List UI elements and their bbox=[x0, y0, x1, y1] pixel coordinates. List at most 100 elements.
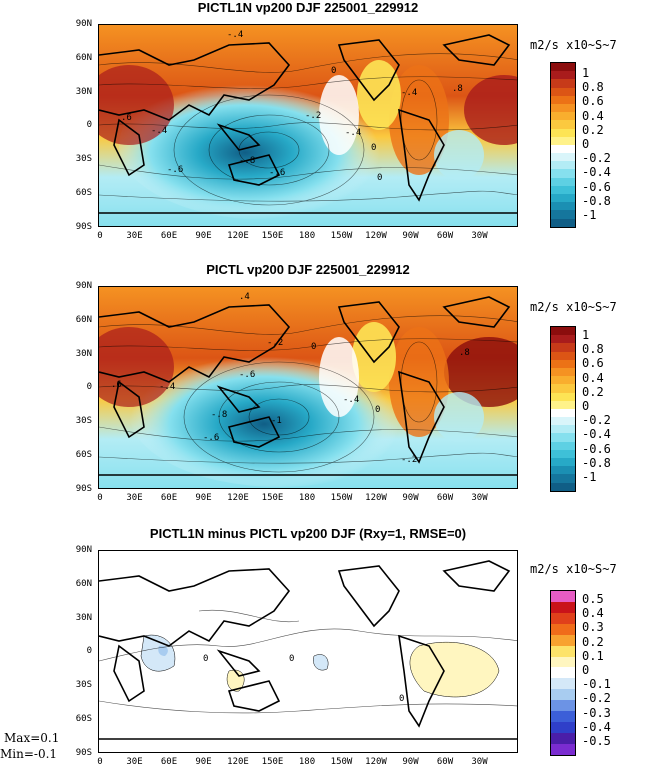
longitude-tick-label: 150E bbox=[261, 231, 284, 241]
longitude-tick-label: 120E bbox=[227, 493, 249, 503]
colorbar bbox=[550, 326, 576, 492]
colorbar-segment bbox=[551, 384, 575, 393]
latitude-tick-label: 90N bbox=[75, 19, 92, 29]
units-label: m2/s x10~S~7 bbox=[530, 38, 617, 52]
longitude-tick-label: 30E bbox=[126, 493, 143, 503]
colorbar-segment bbox=[551, 343, 575, 352]
longitude-tick-label: 60E bbox=[160, 231, 178, 241]
contour-label: -.2 bbox=[305, 111, 321, 121]
colorbar-segment bbox=[551, 732, 575, 744]
longitude-tick-label: 30W bbox=[471, 231, 488, 241]
longitude-tick-label: 120E bbox=[227, 757, 249, 767]
latitude-tick-label: 60S bbox=[75, 450, 92, 460]
colorbar-tick-label: -0.4 bbox=[582, 165, 611, 180]
colorbar-tick-label: 0 bbox=[582, 399, 590, 413]
colorbar-tick-label: 0.6 bbox=[582, 356, 604, 371]
colorbar-segment bbox=[551, 79, 575, 88]
longitude-tick-label: 150W bbox=[330, 757, 353, 767]
latitude-tick-label: 30S bbox=[75, 154, 92, 165]
colorbar-tick-label: 0.8 bbox=[582, 80, 604, 95]
contour-label: -.6 bbox=[203, 433, 219, 443]
colorbar-tick-label: -1 bbox=[582, 208, 597, 222]
colorbar-segment bbox=[551, 711, 575, 723]
longitude-tick-label: 90E bbox=[195, 757, 212, 767]
longitude-tick-label: 180 bbox=[298, 757, 316, 767]
latitude-tick-label: 30N bbox=[75, 86, 92, 97]
colorbar-segment bbox=[551, 327, 575, 336]
longitude-tick-label: 150W bbox=[330, 231, 353, 241]
colorbar-tick-label: -0.6 bbox=[582, 179, 611, 194]
contour-label: .8 bbox=[452, 84, 463, 94]
colorbar-tick-label: -1 bbox=[582, 470, 597, 484]
contour-label: 0 bbox=[289, 654, 294, 664]
units-label: m2/s x10~S~7 bbox=[530, 300, 617, 314]
contour-label: -1 bbox=[271, 416, 282, 426]
longitude-tick-label: 120E bbox=[227, 231, 249, 241]
colorbar-tick-label: 0.8 bbox=[582, 342, 604, 357]
colorbar-segment bbox=[551, 689, 575, 701]
colorbar bbox=[550, 62, 576, 228]
contour-label: .4 bbox=[239, 292, 250, 302]
panel-title: PICTL1N minus PICTL vp200 DJF (Rxy=1, RM… bbox=[149, 526, 467, 541]
colorbar-segment bbox=[551, 128, 575, 137]
latitude-tick-label: 90S bbox=[75, 747, 92, 758]
contour-label: -.2 bbox=[267, 338, 283, 348]
contour-label: -.6 bbox=[239, 370, 255, 380]
colorbar-tick-label: 0.2 bbox=[582, 634, 604, 649]
colorbar bbox=[550, 590, 576, 756]
contour-label: .6 bbox=[111, 380, 122, 390]
colorbar-segment bbox=[551, 700, 575, 712]
contour-label: -.4 bbox=[401, 88, 417, 98]
colorbar-tick-label: 0.4 bbox=[582, 370, 604, 385]
latitude-tick-label: 90S bbox=[75, 221, 92, 232]
longitude-tick-label: 150E bbox=[261, 757, 284, 767]
longitude-tick-label: 0 bbox=[97, 757, 103, 767]
colorbar-segment bbox=[551, 466, 575, 475]
colorbar-tick-label: 1 bbox=[582, 328, 590, 342]
contour-label: .6 bbox=[121, 113, 132, 123]
latitude-tick-label: 0 bbox=[86, 382, 92, 393]
colorbar-segment bbox=[551, 623, 575, 635]
longitude-tick-label: 60E bbox=[160, 493, 178, 503]
latitude-tick-label: 90N bbox=[75, 545, 92, 555]
colorbar-segment bbox=[551, 645, 575, 657]
colorbar-segment bbox=[551, 136, 575, 145]
colorbar-tick-label: 0.5 bbox=[582, 592, 604, 606]
colorbar-tick-label: -0.2 bbox=[582, 413, 611, 428]
longitude-tick-label: 90E bbox=[195, 493, 212, 503]
colorbar-tick-label: 0.4 bbox=[582, 108, 604, 123]
colorbar-segment bbox=[551, 161, 575, 170]
colorbar-tick-label: -0.6 bbox=[582, 441, 611, 456]
longitude-tick-label: 30E bbox=[126, 231, 143, 241]
colorbar-tick-label: 0 bbox=[582, 137, 590, 151]
panel-pictl1n: PICTL1N vp200 DJF 225001_229912 m2/s x10… bbox=[0, 0, 647, 260]
colorbar-segment bbox=[551, 400, 575, 409]
colorbar-segment bbox=[551, 112, 575, 121]
latitude-tick-label: 60S bbox=[75, 188, 92, 198]
colorbar-segment bbox=[551, 95, 575, 104]
longitude-tick-label: 0 bbox=[97, 493, 103, 503]
colorbar-segment bbox=[551, 103, 575, 113]
contour-label: 0 bbox=[375, 405, 380, 415]
panel-difference: PICTL1N minus PICTL vp200 DJF (Rxy=1, RM… bbox=[0, 524, 647, 782]
colorbar-segment bbox=[551, 63, 575, 72]
longitude-tick-label: 60W bbox=[436, 231, 454, 241]
latitude-tick-label: 30S bbox=[75, 680, 92, 691]
colorbar-tick-label: -0.5 bbox=[582, 734, 611, 748]
longitude-tick-label: 180 bbox=[298, 231, 316, 241]
map-canvas: -.4 0 -.2 -.4 .8 .6 -.4 -.6 -.8 0 -.4 -.… bbox=[99, 25, 517, 226]
colorbar-segment bbox=[551, 441, 575, 450]
latitude-tick-label: 0 bbox=[86, 120, 92, 131]
colorbar-segment bbox=[551, 71, 575, 80]
colorbar-segment bbox=[551, 169, 575, 178]
contour-label: -.2 bbox=[401, 455, 417, 465]
map-plot: 0 0 0 bbox=[98, 550, 518, 753]
colorbar-tick-label: -0.3 bbox=[582, 705, 611, 720]
contour-label: .8 bbox=[459, 348, 470, 358]
latitude-tick-label: 30N bbox=[75, 612, 92, 623]
colorbar-segment bbox=[551, 634, 575, 646]
colorbar-tick-label: 0.4 bbox=[582, 606, 604, 621]
longitude-tick-label: 0 bbox=[97, 231, 103, 241]
colorbar-segment bbox=[551, 722, 575, 733]
colorbar-segment bbox=[551, 335, 575, 344]
